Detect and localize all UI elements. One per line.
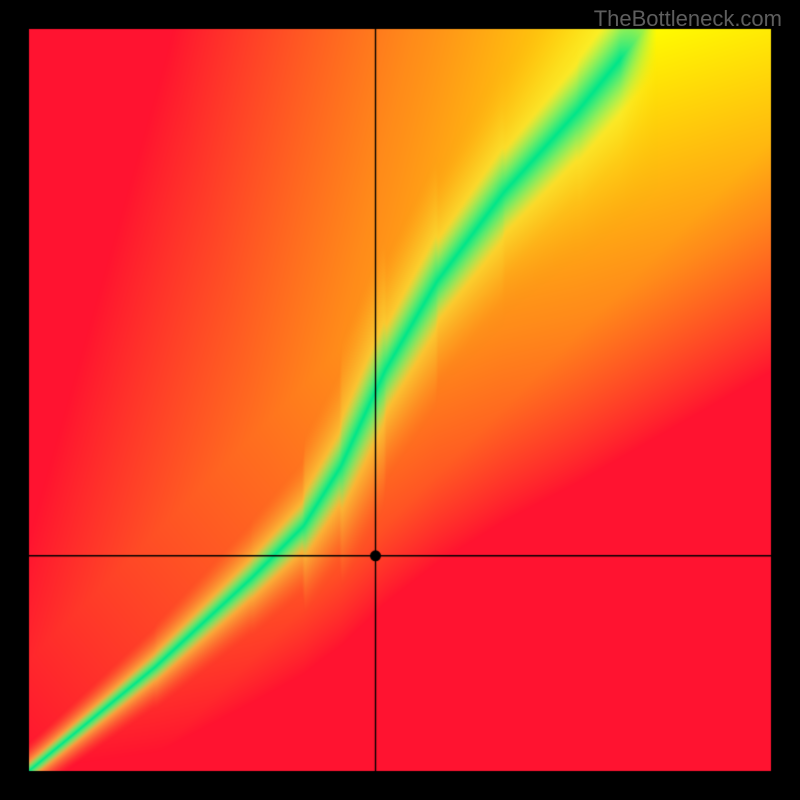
watermark-text: TheBottleneck.com — [594, 6, 782, 32]
heatmap-canvas — [0, 0, 800, 800]
chart-container: TheBottleneck.com — [0, 0, 800, 800]
